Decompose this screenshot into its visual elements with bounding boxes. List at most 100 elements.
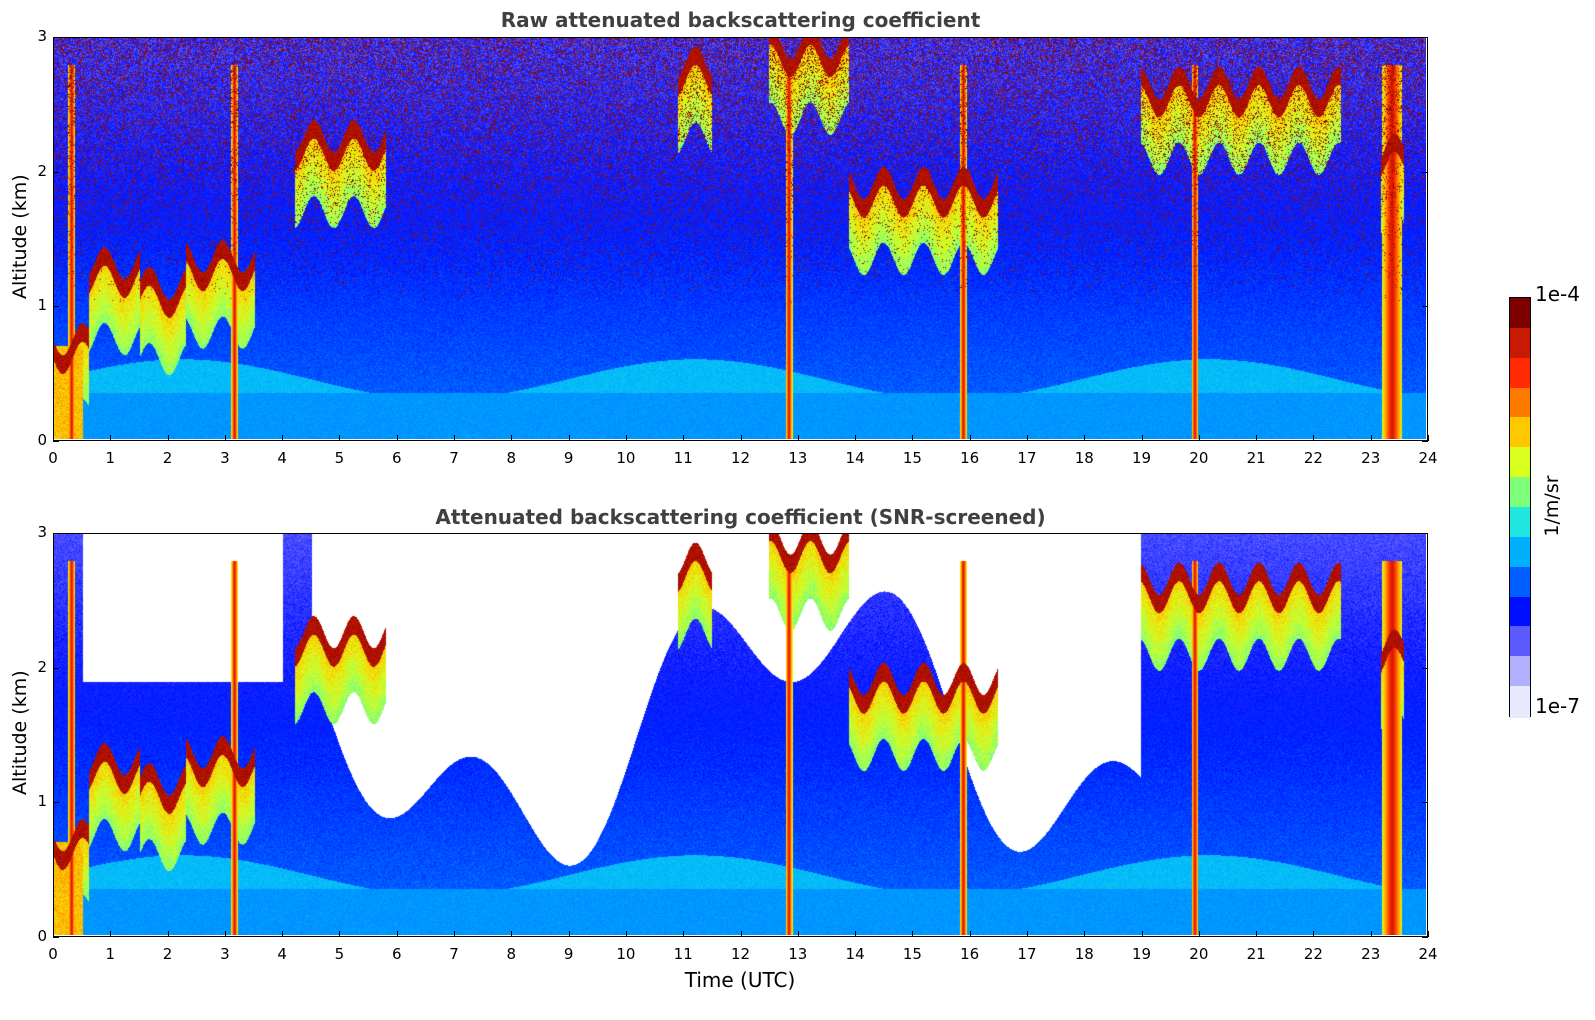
x-tick-label: 21 [1246, 449, 1266, 467]
x-tick-mark [511, 435, 513, 441]
y-tick-label: 3 [37, 27, 47, 45]
x-tick-label: 11 [673, 449, 693, 467]
x-tick-mark [1026, 931, 1028, 937]
y-tick-label: 3 [37, 523, 47, 541]
x-tick-mark [1256, 931, 1258, 937]
x-tick-label: 8 [506, 945, 517, 963]
y-tick-mark [53, 802, 59, 804]
y-tick-label: 0 [37, 431, 47, 449]
y-tick-mark [1422, 37, 1428, 38]
x-tick-mark [511, 931, 513, 937]
x-tick-mark [1313, 435, 1315, 441]
colorbar-segment [1510, 447, 1530, 480]
colorbar-segment [1510, 507, 1530, 539]
x-tick-label: 5 [334, 449, 345, 467]
x-tick-label: 2 [162, 449, 173, 467]
x-tick-mark [1198, 931, 1200, 937]
x-tick-label: 21 [1246, 945, 1266, 963]
x-tick-mark [53, 435, 54, 441]
x-tick-mark [167, 931, 169, 937]
x-tick-label: 18 [1074, 449, 1094, 467]
x-tick-label: 8 [506, 449, 517, 467]
panel1-y-axis-label: Altitude (km) [9, 174, 31, 299]
x-tick-label: 20 [1189, 449, 1209, 467]
x-tick-label: 18 [1074, 945, 1094, 963]
x-tick-label: 9 [563, 945, 574, 963]
colorbar-min-label: 1e-7 [1535, 694, 1580, 718]
x-tick-mark [224, 435, 226, 441]
x-tick-label: 14 [845, 945, 865, 963]
x-tick-label: 15 [902, 449, 922, 467]
x-tick-label: 6 [391, 449, 402, 467]
x-tick-mark [855, 931, 857, 937]
x-tick-mark [110, 435, 112, 441]
x-tick-mark [797, 931, 799, 937]
x-tick-mark [568, 931, 570, 937]
x-tick-mark [625, 435, 627, 441]
x-tick-label: 5 [334, 945, 345, 963]
y-tick-mark [1422, 171, 1428, 173]
y-tick-mark [1422, 937, 1428, 938]
x-tick-mark [454, 931, 456, 937]
panel2-plot-area [53, 533, 1428, 937]
x-tick-label: 9 [563, 449, 574, 467]
colorbar-segment [1510, 656, 1530, 689]
x-tick-mark [855, 435, 857, 441]
x-tick-mark [912, 435, 914, 441]
x-tick-mark [167, 435, 169, 441]
x-tick-mark [339, 931, 341, 937]
x-tick-label: 12 [730, 449, 751, 467]
x-tick-label: 0 [48, 945, 58, 963]
x-tick-mark [625, 931, 627, 937]
x-tick-mark [1026, 435, 1028, 441]
x-tick-mark [1198, 435, 1200, 441]
x-tick-mark [683, 931, 685, 937]
x-tick-mark [1141, 435, 1143, 441]
x-tick-mark [110, 931, 112, 937]
y-tick-mark [53, 533, 59, 534]
colorbar-max-label: 1e-4 [1535, 282, 1580, 306]
x-tick-mark [1428, 435, 1429, 441]
x-tick-label: 20 [1189, 945, 1209, 963]
x-tick-label: 3 [220, 945, 230, 963]
x-tick-label: 10 [616, 449, 636, 467]
x-tick-mark [740, 435, 742, 441]
x-tick-mark [1141, 931, 1143, 937]
colorbar [1509, 297, 1531, 719]
x-tick-label: 13 [788, 945, 808, 963]
x-tick-label: 17 [1017, 449, 1037, 467]
x-tick-mark [339, 435, 341, 441]
x-tick-mark [282, 435, 284, 441]
y-tick-label: 0 [37, 927, 47, 945]
panel2-title: Attenuated backscattering coefficient (S… [435, 505, 1046, 529]
x-tick-label: 17 [1017, 945, 1037, 963]
y-tick-label: 1 [37, 296, 47, 315]
colorbar-segment [1510, 536, 1530, 569]
x-tick-label: 24 [1418, 449, 1438, 467]
x-tick-mark [282, 931, 284, 937]
x-tick-label: 19 [1131, 449, 1152, 467]
x-tick-mark [224, 931, 226, 937]
x-tick-label: 14 [845, 449, 865, 467]
colorbar-segment [1510, 686, 1530, 719]
x-tick-mark [969, 435, 971, 441]
y-tick-mark [53, 937, 59, 938]
x-tick-mark [1256, 435, 1258, 441]
x-axis-label: Time (UTC) [684, 968, 796, 992]
y-tick-mark [53, 667, 59, 669]
x-tick-label: 4 [277, 945, 287, 963]
panel2-y-axis-label: Altitude (km) [9, 670, 31, 795]
colorbar-segment [1510, 298, 1530, 330]
y-tick-mark [53, 171, 59, 173]
x-tick-mark [1428, 931, 1429, 937]
colorbar-unit-label: 1/m/sr [1541, 475, 1563, 537]
x-tick-mark [740, 931, 742, 937]
x-tick-label: 12 [730, 945, 751, 963]
colorbar-segment [1510, 417, 1530, 450]
x-tick-mark [797, 435, 799, 441]
x-tick-mark [1370, 931, 1372, 937]
x-tick-label: 11 [673, 945, 693, 963]
y-tick-mark [53, 441, 59, 442]
x-tick-label: 0 [48, 449, 58, 467]
x-tick-label: 3 [220, 449, 230, 467]
